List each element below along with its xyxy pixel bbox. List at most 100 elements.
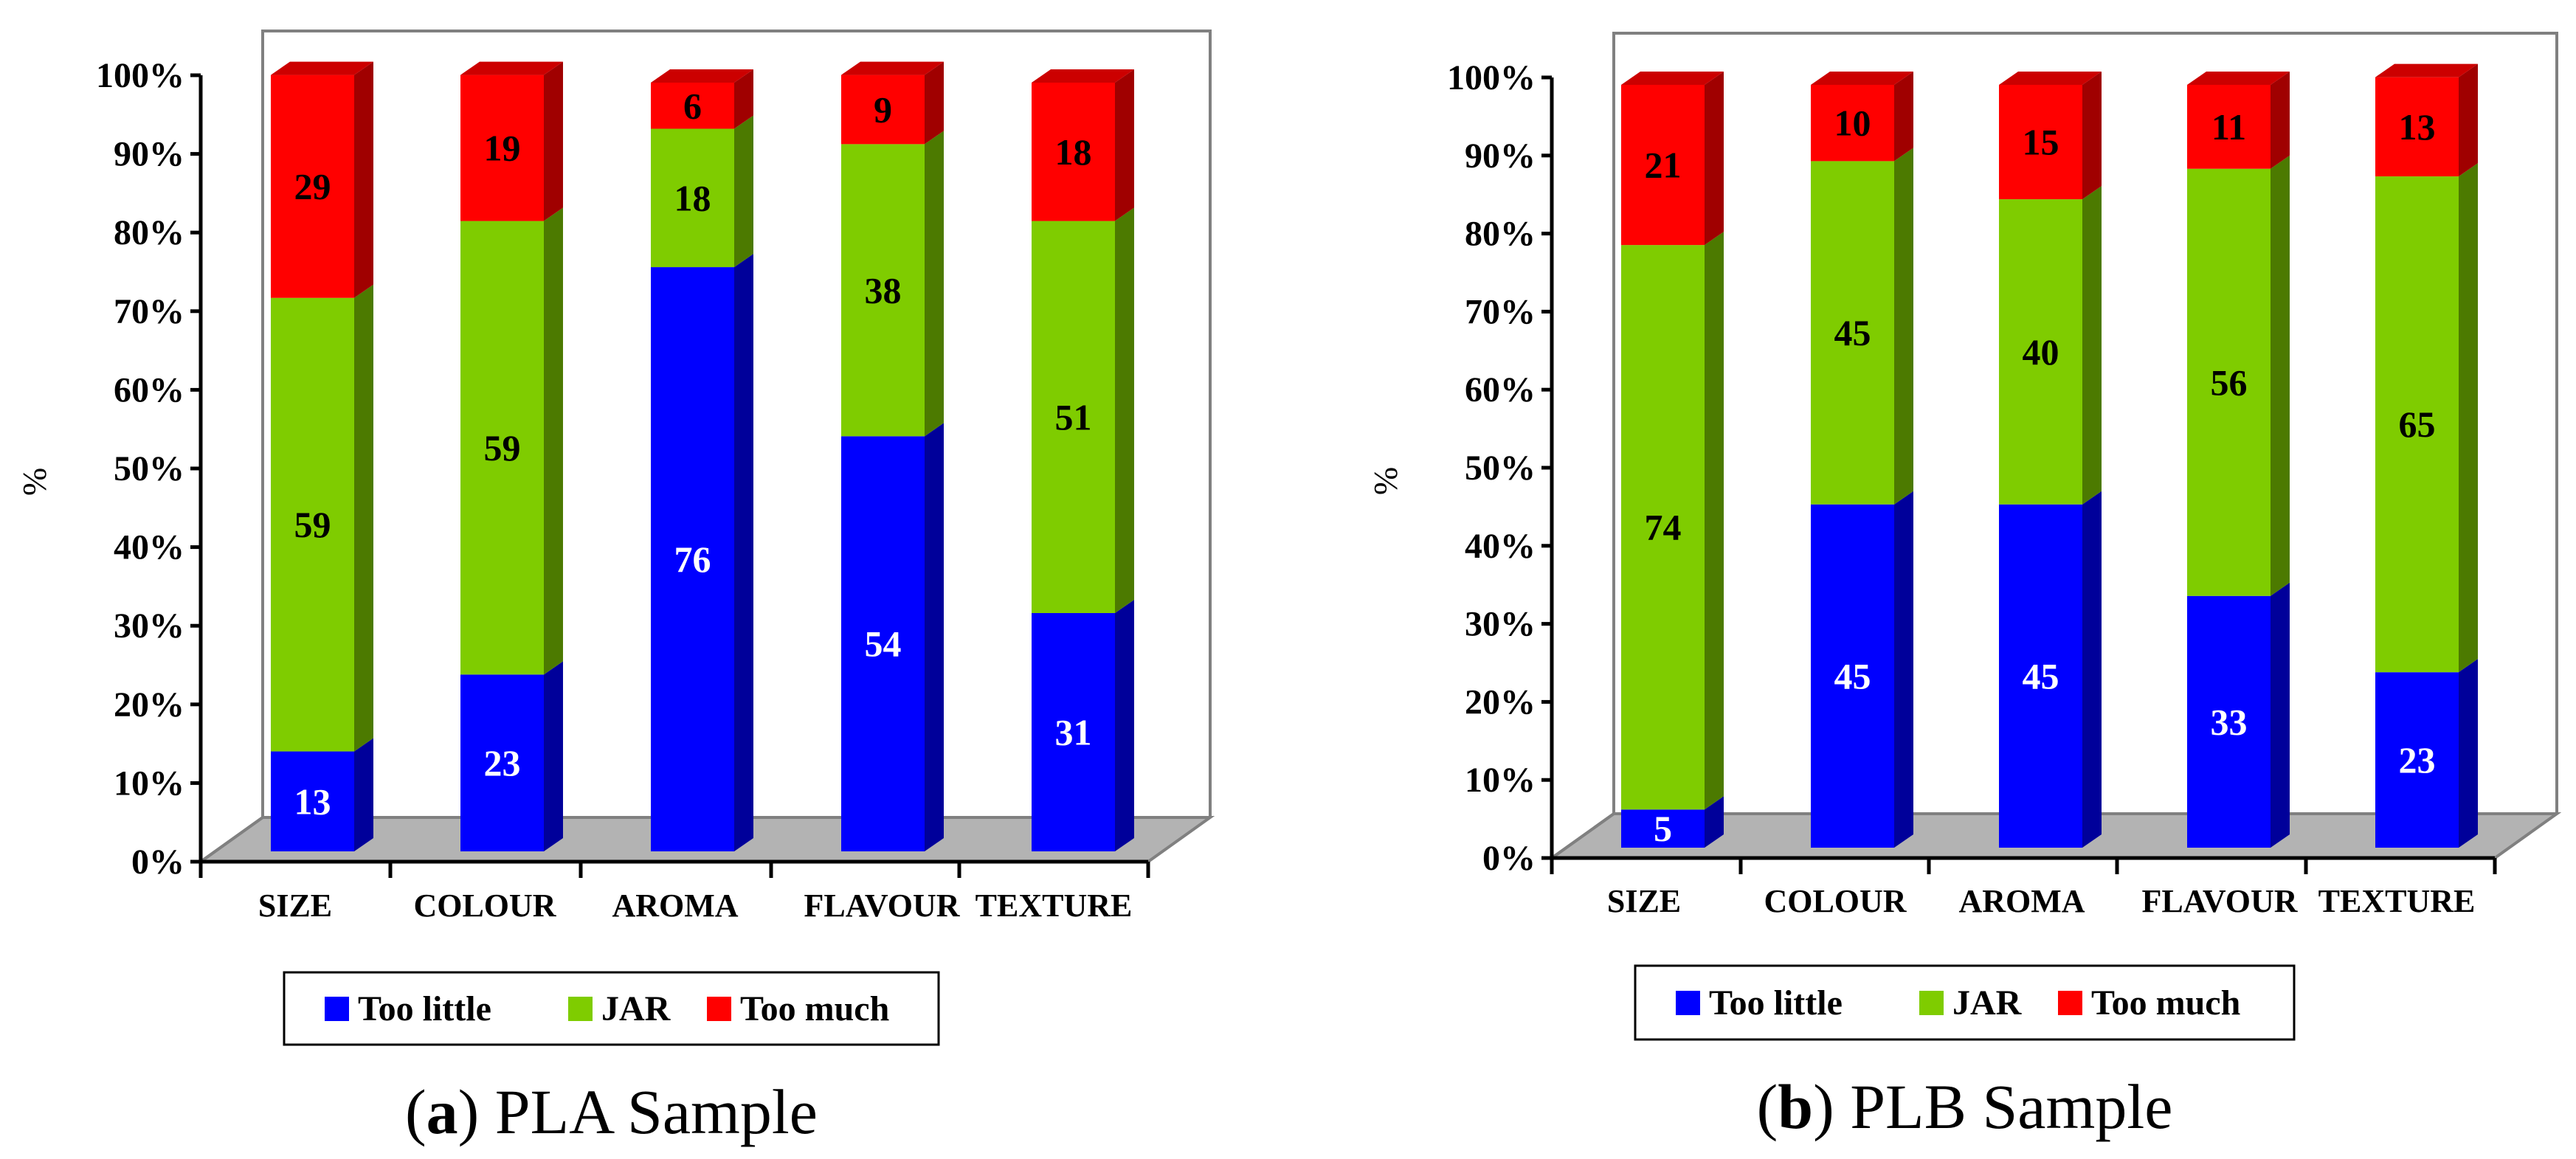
y-tick-label: 20% [1465,682,1536,722]
caption-letter: b [1778,1071,1813,1142]
data-label-too-little: 45 [1834,655,1871,696]
data-label-too-much: 11 [2211,106,2246,148]
bar-segment-jar [1999,199,2082,505]
chart-plb-sample: 0% 10% 20% 30% 40% 50% 60% 70% 80% 90% 100%% SIZE CO… [1367,32,2562,1142]
caption-paren-open: ( [405,1076,427,1147]
data-label-jar: 51 [1055,396,1092,437]
bar-segment-too-much [1032,83,1115,221]
bar-side-jar [1894,148,1913,505]
legend-swatch-too-much [2058,991,2082,1015]
bar-side-too-little [1115,599,1134,851]
y-tick-label: 50% [1465,449,1536,488]
y-tick-label: 40% [1465,527,1536,566]
bar-segment-too-much [1999,85,2082,200]
legend-label: JAR [1952,983,2023,1023]
data-label-too-little: 5 [1654,808,1672,849]
x-category-label: COLOUR [413,888,556,924]
y-tick-label: 80% [114,213,184,252]
bar-side-jar [2459,163,2478,673]
bar-side-too-little [2459,659,2478,848]
bar-side-jar [734,115,753,268]
data-label-too-little: 54 [865,623,902,665]
figure-caption: (a) PLA Sample [405,1076,818,1147]
x-category-label: TEXTURE [976,888,1133,924]
x-category-label: AROMA [1958,883,2085,919]
data-label-too-much: 19 [484,128,521,169]
y-tick-label: 60% [1465,370,1536,409]
y-tick-label: 40% [114,528,184,567]
bar-segment-too-little [460,674,544,851]
legend-swatch-jar [1919,991,1944,1015]
bar-segment-jar [651,128,734,268]
y-tick-label: 0% [131,843,184,882]
bar-side-too-much [2459,63,2478,177]
bar-segment-too-much [2375,77,2459,177]
x-category-label: COLOUR [1764,883,1907,919]
bar-segment-too-little [271,751,354,851]
bar-top-too-much [460,61,563,75]
bar-side-too-little [1705,796,1724,848]
bar-top-too-much [2187,72,2290,85]
data-label-too-little: 23 [2399,739,2436,781]
bar-segment-too-much [271,75,354,298]
chart-pla-sample: 0% 10% 20% 30% 40% 50% 60% 70% 80% 90% 100%% SIZE CO… [15,30,1215,1147]
data-label-jar: 59 [484,427,521,468]
bar-segment-too-little [1999,504,2082,848]
bar-segment-jar [1811,161,1894,505]
bar-side-too-much [1115,69,1134,221]
data-label-too-little: 76 [674,539,711,580]
caption-paren-close: ) [1813,1071,1850,1142]
bar-top-too-much [1032,69,1134,83]
bar-segment-too-little [1032,612,1115,851]
y-tick-label: 100% [96,56,184,95]
y-tick-label: 70% [1465,292,1536,331]
bar-segment-jar [841,144,925,437]
y-tick-label: 60% [114,370,184,409]
data-label-jar: 38 [865,269,902,311]
y-tick-label: 90% [1465,136,1536,176]
bar-top-too-much [271,61,373,75]
x-category-label: FLAVOUR [804,888,961,924]
legend-box [1634,964,2296,1041]
bar-side-too-much [925,61,944,145]
x-category-label: TEXTURE [2318,883,2476,919]
figure-caption: (b) PLB Sample [1757,1071,2173,1142]
bar-side-too-much [2271,72,2290,169]
caption-paren-close: ) [458,1076,495,1147]
y-tick-label: 20% [114,685,184,724]
x-category-label: AROMA [612,888,738,924]
bar-top-too-much [841,61,944,75]
data-label-too-much: 10 [1834,103,1871,144]
bar-segment-too-much [460,75,544,221]
data-label-too-little: 23 [484,742,521,783]
legend-label: Too little [1709,983,1843,1023]
y-tick-label: 30% [114,606,184,646]
bar-segment-too-much [1621,85,1705,246]
bar-top-too-much [1621,72,1724,85]
x-category-label: SIZE [1607,883,1681,919]
bar-side-too-little [544,661,563,851]
bar-side-too-little [2271,582,2290,848]
bar-side-too-little [2082,491,2102,848]
bar-top-too-much [651,69,753,83]
data-label-too-much: 29 [294,166,331,207]
bar-segment-too-little [841,436,925,851]
bar-top-too-much [2375,63,2478,77]
y-tick-label: 0% [1482,839,1536,878]
data-label-too-little: 45 [2023,655,2059,696]
bar-side-jar [354,284,373,752]
y-tick-label: 80% [1465,215,1536,254]
bar-side-jar [544,207,563,675]
legend-label: JAR [601,989,671,1028]
bar-segment-too-little [2187,595,2271,848]
bar-side-too-much [734,69,753,129]
data-label-too-much: 21 [1645,145,1682,186]
y-tick-label: 10% [1465,761,1536,800]
legend-swatch-too-much [707,997,731,1021]
bar-side-jar [2082,186,2102,505]
bar-side-too-much [1894,72,1913,162]
data-label-jar: 59 [294,504,331,545]
bar-side-jar [1705,232,1724,810]
data-label-jar: 74 [1645,507,1682,548]
